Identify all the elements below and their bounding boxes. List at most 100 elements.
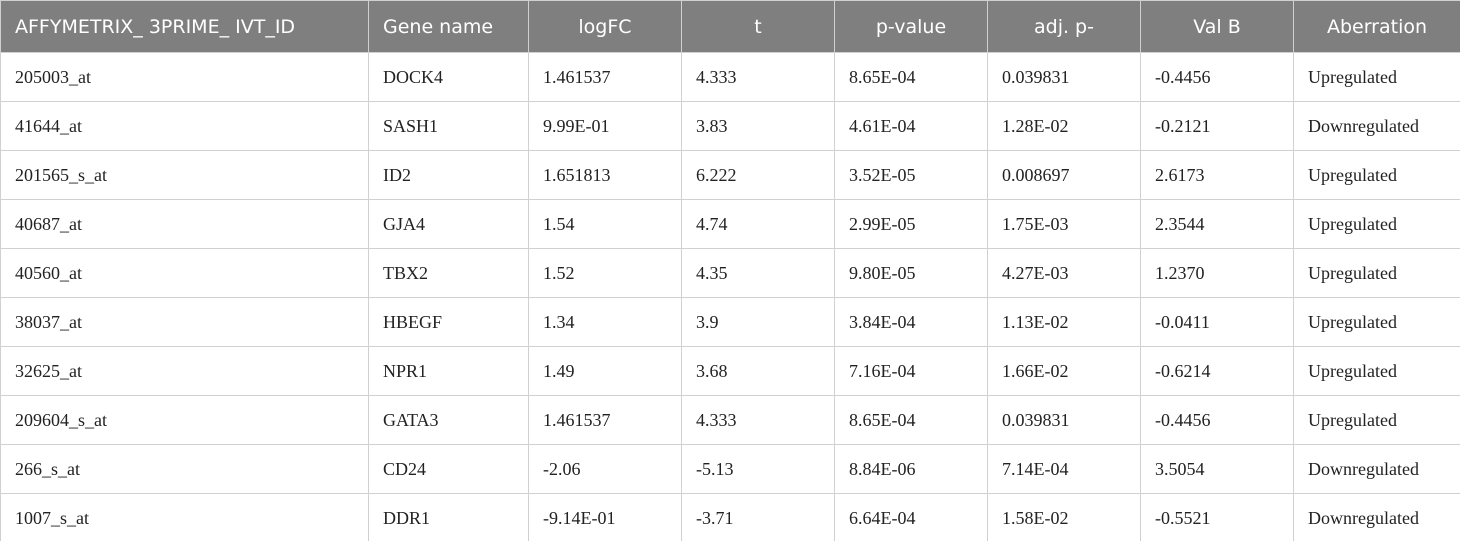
table-cell: 38037_at — [0, 297, 369, 347]
table-cell: 7.16E-04 — [834, 346, 988, 396]
table-cell: SASH1 — [368, 101, 529, 151]
table-cell: ID2 — [368, 150, 529, 200]
table-cell: -0.6214 — [1140, 346, 1294, 396]
table-cell: 8.65E-04 — [834, 395, 988, 445]
table-cell: 1.52 — [528, 248, 682, 298]
table-row: 205003_at DOCK4 1.461537 4.333 8.65E-04 0.039… — [0, 52, 1460, 102]
header-cell: t — [681, 0, 835, 53]
table-cell: 4.35 — [681, 248, 835, 298]
table-cell: 1.54 — [528, 199, 682, 249]
table-cell: 1.49 — [528, 346, 682, 396]
table-cell: 32625_at — [0, 346, 369, 396]
header-cell: Aberration — [1293, 0, 1460, 53]
table-cell: 209604_s_at — [0, 395, 369, 445]
table-cell: 6.222 — [681, 150, 835, 200]
table-row: 209604_s_at GATA3 1.461537 4.333 8.65E-04 0.0… — [0, 395, 1460, 445]
table-cell: DOCK4 — [368, 52, 529, 102]
table-cell: Downregulated — [1293, 101, 1460, 151]
table-cell: 1.28E-02 — [987, 101, 1141, 151]
table-cell: 8.65E-04 — [834, 52, 988, 102]
table-cell: 9.99E-01 — [528, 101, 682, 151]
table-cell: 4.74 — [681, 199, 835, 249]
table-cell: Upregulated — [1293, 199, 1460, 249]
table-cell: 1.2370 — [1140, 248, 1294, 298]
table-cell: 0.039831 — [987, 395, 1141, 445]
table-cell: TBX2 — [368, 248, 529, 298]
header-cell: p-value — [834, 0, 988, 53]
table-cell: 3.9 — [681, 297, 835, 347]
table-cell: -0.5521 — [1140, 493, 1294, 541]
table-cell: 1.58E-02 — [987, 493, 1141, 541]
table-cell: GJA4 — [368, 199, 529, 249]
table-cell: DDR1 — [368, 493, 529, 541]
table-cell: 3.52E-05 — [834, 150, 988, 200]
table-cell: 1.75E-03 — [987, 199, 1141, 249]
header-cell: logFC — [528, 0, 682, 53]
table-cell: -5.13 — [681, 444, 835, 494]
header-row: AFFYMETRIX_ 3PRIME_ IVT_ID Gene name logFC… — [0, 0, 1460, 53]
table-cell: 1.34 — [528, 297, 682, 347]
header-cell: Val B — [1140, 0, 1294, 53]
table-cell: 6.64E-04 — [834, 493, 988, 541]
table-cell: 0.008697 — [987, 150, 1141, 200]
table-row: 40560_at TBX2 1.52 4.35 9.80E-05 4.27E-03 1.23… — [0, 248, 1460, 298]
table-cell: 1.66E-02 — [987, 346, 1141, 396]
table-cell: GATA3 — [368, 395, 529, 445]
table-cell: -3.71 — [681, 493, 835, 541]
table-cell: 7.14E-04 — [987, 444, 1141, 494]
table-row: 266_s_at CD24 -2.06 -5.13 8.84E-06 7.14E-04 3.… — [0, 444, 1460, 494]
table-body: 205003_at DOCK4 1.461537 4.333 8.65E-04 0.039… — [0, 52, 1460, 541]
table-cell: 266_s_at — [0, 444, 369, 494]
table-row: 1007_s_at DDR1 -9.14E-01 -3.71 6.64E-04 1.58E… — [0, 493, 1460, 541]
table-cell: Upregulated — [1293, 395, 1460, 445]
table-cell: 40687_at — [0, 199, 369, 249]
table-cell: Downregulated — [1293, 493, 1460, 541]
table-cell: Upregulated — [1293, 52, 1460, 102]
header-cell: Gene name — [368, 0, 529, 53]
table-cell: 1.651813 — [528, 150, 682, 200]
table-cell: Upregulated — [1293, 297, 1460, 347]
table-cell: -0.0411 — [1140, 297, 1294, 347]
table-cell: CD24 — [368, 444, 529, 494]
table-cell: -0.2121 — [1140, 101, 1294, 151]
table-cell: 3.68 — [681, 346, 835, 396]
table-cell: 8.84E-06 — [834, 444, 988, 494]
table-row: 201565_s_at ID2 1.651813 6.222 3.52E-05 0.008… — [0, 150, 1460, 200]
table-row: 38037_at HBEGF 1.34 3.9 3.84E-04 1.13E-02 -0.0… — [0, 297, 1460, 347]
table-row: 40687_at GJA4 1.54 4.74 2.99E-05 1.75E-03 2.35… — [0, 199, 1460, 249]
table-cell: 4.27E-03 — [987, 248, 1141, 298]
table-cell: 1.461537 — [528, 52, 682, 102]
table-cell: 1.461537 — [528, 395, 682, 445]
table-cell: 2.99E-05 — [834, 199, 988, 249]
table-cell: Downregulated — [1293, 444, 1460, 494]
table-cell: -2.06 — [528, 444, 682, 494]
table-cell: 40560_at — [0, 248, 369, 298]
table-cell: 1007_s_at — [0, 493, 369, 541]
header-cell: adj. p- — [987, 0, 1141, 53]
table-cell: 2.6173 — [1140, 150, 1294, 200]
table-cell: Upregulated — [1293, 248, 1460, 298]
table-cell: 9.80E-05 — [834, 248, 988, 298]
table-cell: 205003_at — [0, 52, 369, 102]
table-cell: 0.039831 — [987, 52, 1141, 102]
table-cell: 3.84E-04 — [834, 297, 988, 347]
table-cell: -0.4456 — [1140, 52, 1294, 102]
table-cell: HBEGF — [368, 297, 529, 347]
table-row: 41644_at SASH1 9.99E-01 3.83 4.61E-04 1.28E-0… — [0, 101, 1460, 151]
table-cell: -9.14E-01 — [528, 493, 682, 541]
table-cell: 1.13E-02 — [987, 297, 1141, 347]
table-cell: 2.3544 — [1140, 199, 1294, 249]
table-cell: -0.4456 — [1140, 395, 1294, 445]
table-cell: 3.83 — [681, 101, 835, 151]
header-cell: AFFYMETRIX_ 3PRIME_ IVT_ID — [0, 0, 369, 53]
table-cell: Upregulated — [1293, 150, 1460, 200]
table-cell: Upregulated — [1293, 346, 1460, 396]
table-row: 32625_at NPR1 1.49 3.68 7.16E-04 1.66E-02 -0.6… — [0, 346, 1460, 396]
table-cell: 4.333 — [681, 395, 835, 445]
table-cell: 4.333 — [681, 52, 835, 102]
table-cell: 4.61E-04 — [834, 101, 988, 151]
table-cell: 41644_at — [0, 101, 369, 151]
table-cell: NPR1 — [368, 346, 529, 396]
